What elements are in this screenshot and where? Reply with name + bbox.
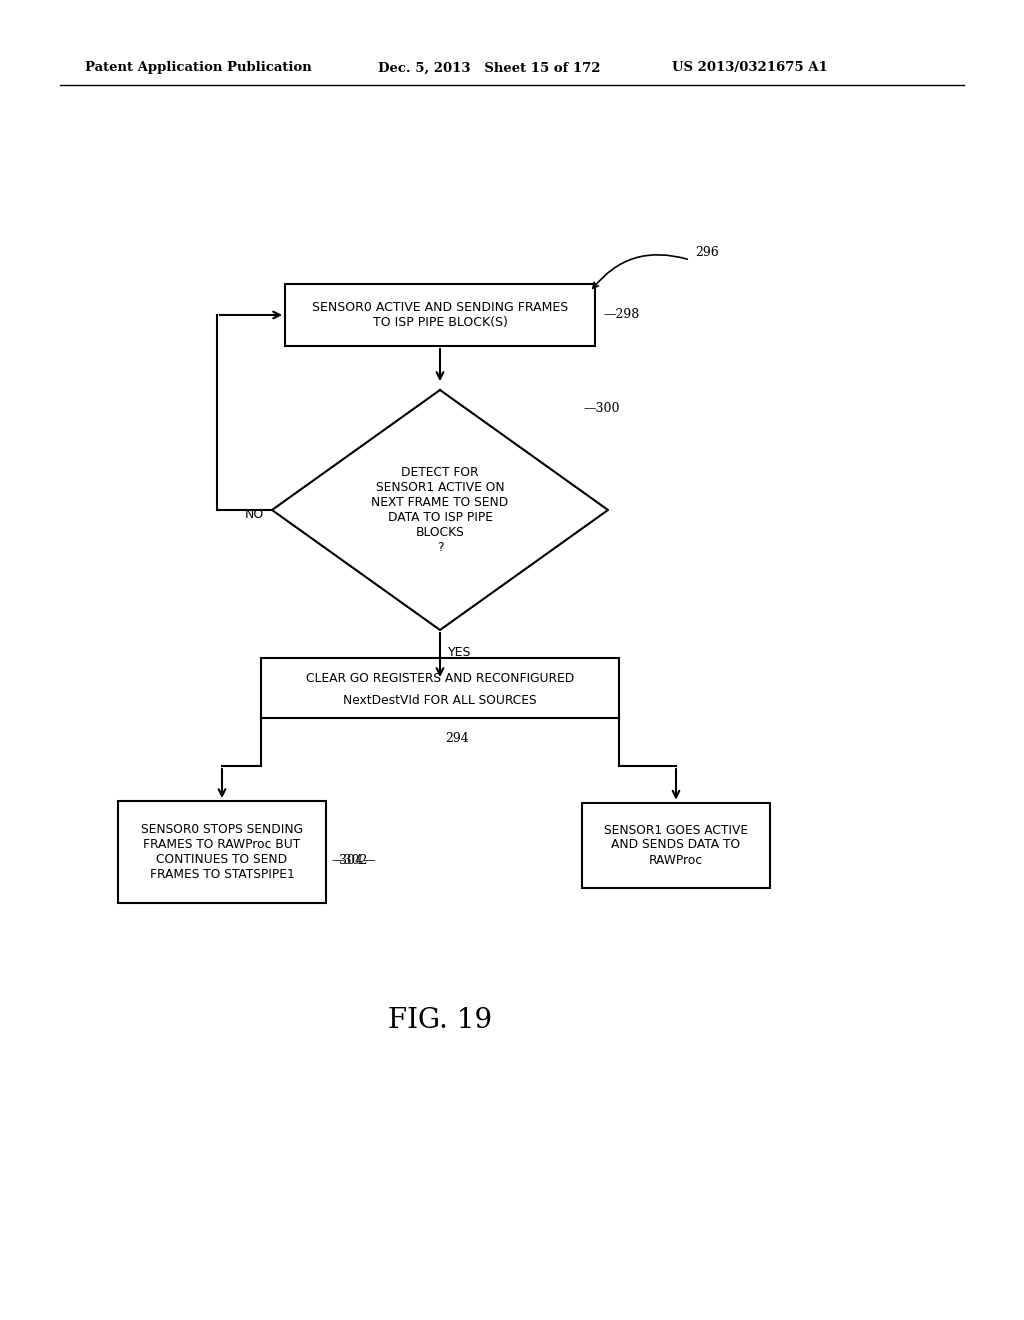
Text: 294: 294 [445,731,469,744]
FancyBboxPatch shape [118,801,326,903]
Text: DETECT FOR
SENSOR1 ACTIVE ON
NEXT FRAME TO SEND
DATA TO ISP PIPE
BLOCKS
?: DETECT FOR SENSOR1 ACTIVE ON NEXT FRAME … [372,466,509,554]
Text: SENSOR0 ACTIVE AND SENDING FRAMES
TO ISP PIPE BLOCK(S): SENSOR0 ACTIVE AND SENDING FRAMES TO ISP… [312,301,568,329]
Text: US 2013/0321675 A1: US 2013/0321675 A1 [672,62,827,74]
FancyBboxPatch shape [261,657,618,718]
Text: CLEAR GO REGISTERS AND RECONFIGURED: CLEAR GO REGISTERS AND RECONFIGURED [306,672,574,685]
Text: 296: 296 [695,247,719,260]
Text: Patent Application Publication: Patent Application Publication [85,62,311,74]
Text: Dec. 5, 2013   Sheet 15 of 172: Dec. 5, 2013 Sheet 15 of 172 [378,62,600,74]
Text: —298: —298 [603,309,639,322]
Text: SENSOR1 GOES ACTIVE
AND SENDS DATA TO
RAWProc: SENSOR1 GOES ACTIVE AND SENDS DATA TO RA… [604,824,749,866]
Text: —300: —300 [583,401,620,414]
Text: NextDestVId FOR ALL SOURCES: NextDestVId FOR ALL SOURCES [343,693,537,706]
Text: YES: YES [449,645,471,659]
Text: NO: NO [245,508,264,521]
Text: SENSOR0 STOPS SENDING
FRAMES TO RAWProc BUT
CONTINUES TO SEND
FRAMES TO STATSPIP: SENSOR0 STOPS SENDING FRAMES TO RAWProc … [141,822,303,880]
FancyBboxPatch shape [582,803,770,887]
Text: FIG. 19: FIG. 19 [388,1006,493,1034]
Text: 304—: 304— [340,854,376,866]
Text: —302: —302 [331,854,368,866]
FancyBboxPatch shape [285,284,595,346]
